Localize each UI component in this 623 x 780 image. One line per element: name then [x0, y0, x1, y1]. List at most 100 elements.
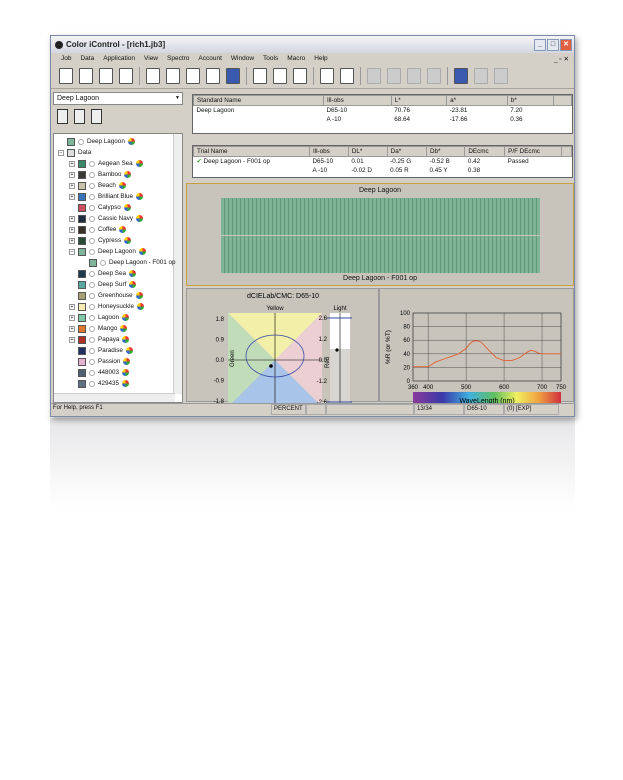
column-header[interactable]: b* [506, 95, 555, 106]
menu-window[interactable]: Window [230, 55, 255, 62]
column-header[interactable]: Ill-obs [308, 146, 349, 157]
tree-item[interactable]: + Lagoon [69, 312, 130, 323]
tree-horizontal-scrollbar[interactable] [54, 393, 175, 402]
tree-item[interactable]: + Cassic Navy [69, 213, 143, 224]
tree-item[interactable]: + Papaya [69, 334, 130, 345]
mdi-controls[interactable]: _ ▫ ✕ [554, 55, 569, 63]
color-swatch [78, 291, 86, 300]
table-row[interactable]: Deep Lagoon D65-10 70.76 -23.81 7.20 [194, 106, 572, 115]
expand-icon[interactable]: + [69, 237, 75, 244]
d6-icon[interactable] [494, 68, 508, 84]
tree-item[interactable]: − Deep Lagoon [69, 246, 146, 257]
d4-icon[interactable] [427, 68, 441, 84]
select-icon[interactable] [166, 68, 180, 84]
d2-icon[interactable] [387, 68, 401, 84]
expand-icon[interactable]: + [69, 303, 75, 310]
toolbar-separator [246, 67, 247, 85]
measure-icon[interactable] [186, 68, 200, 84]
menu-view[interactable]: View [144, 55, 159, 62]
black-white-icon[interactable] [273, 68, 287, 84]
tree-item[interactable]: + Cypress [69, 235, 132, 246]
tree-item[interactable]: + Beach [69, 180, 126, 191]
cell: 70.76 [394, 106, 410, 114]
column-header[interactable]: DEcmc [464, 146, 506, 157]
expand-icon[interactable]: + [69, 226, 75, 233]
table-row[interactable]: ✔ Deep Lagoon - F001 op D65-10 0.01 -0.25 G… [194, 157, 572, 166]
expand-icon[interactable]: + [69, 160, 75, 167]
menu-account[interactable]: Account [198, 55, 222, 62]
transfer-icon[interactable] [91, 109, 102, 124]
column-header[interactable]: L* [390, 95, 448, 106]
trial-swatch [221, 236, 540, 273]
report-icon[interactable] [253, 68, 267, 84]
tree-item[interactable]: + Aegean Sea [69, 158, 143, 169]
d1-icon[interactable] [367, 68, 381, 84]
collapse-icon[interactable]: − [58, 149, 64, 156]
menu-data[interactable]: Data [80, 55, 95, 62]
expand-icon[interactable]: + [69, 182, 75, 189]
menu-spectro[interactable]: Spectro [167, 55, 190, 62]
gauge-icon[interactable] [320, 68, 334, 84]
menu-tools[interactable]: Tools [263, 55, 279, 62]
maximize-button[interactable]: □ [547, 38, 559, 51]
clipboard-icon[interactable] [57, 109, 68, 124]
tree-item-label: Aegean Sea [98, 160, 133, 167]
tree-item[interactable]: 429435 [69, 378, 130, 389]
tree-item[interactable]: + Mango [69, 323, 128, 334]
tree-item[interactable]: Greenhouse [69, 290, 143, 301]
columns-icon[interactable] [226, 68, 240, 84]
tree-item[interactable]: Deep Lagoon - F001 op [80, 257, 176, 268]
folder-icon[interactable] [119, 68, 133, 84]
expand-icon[interactable]: + [69, 193, 75, 200]
tree-item[interactable]: Calypso [69, 202, 131, 213]
d5-icon[interactable] [474, 68, 488, 84]
tree-item[interactable]: + Honeysuckle [69, 301, 145, 312]
column-header[interactable]: Db* [425, 146, 466, 157]
save-icon[interactable] [99, 68, 113, 84]
close-button[interactable]: ✕ [560, 38, 572, 51]
expand-icon[interactable]: + [69, 314, 75, 321]
black-white-2-icon[interactable] [293, 68, 307, 84]
tree-vertical-scrollbar[interactable] [173, 134, 182, 394]
status-icon [89, 160, 95, 167]
menu-macro[interactable]: Macro [287, 55, 306, 62]
doc-icon[interactable] [146, 68, 160, 84]
column-header[interactable]: Standard Name [193, 95, 324, 106]
open-icon[interactable] [79, 68, 93, 84]
tree-item[interactable]: Passion [69, 356, 131, 367]
tree-item[interactable]: − Data [58, 147, 91, 158]
expand-icon[interactable]: + [69, 171, 75, 178]
tree-item[interactable]: + Coffee [69, 224, 127, 235]
tree-item[interactable]: + Bamboo [69, 169, 132, 180]
menu-job[interactable]: Job [61, 55, 72, 62]
toolbar-separator [447, 67, 448, 85]
collapse-icon[interactable]: − [69, 248, 75, 255]
menu-application[interactable]: Application [103, 55, 136, 62]
standard-dropdown[interactable]: Deep Lagoon [53, 92, 183, 105]
table-row[interactable]: A -10 -0.02 D 0.05 R 0.45 Y 0.38 [194, 166, 572, 175]
split-icon[interactable] [454, 68, 468, 84]
tree-item[interactable]: 448003 [69, 367, 130, 378]
tree-item[interactable]: Paradise [69, 345, 133, 356]
tree-item[interactable]: + Brilliant Blue [69, 191, 143, 202]
expand-icon[interactable]: + [69, 336, 75, 343]
column-header[interactable]: P/F DEcmc [504, 146, 562, 157]
tree-item[interactable]: Deep Sea [69, 268, 137, 279]
new-icon[interactable] [59, 68, 73, 84]
tree-item[interactable]: Deep Surf [69, 279, 137, 290]
column-header[interactable]: Trial Name [193, 146, 310, 157]
menu-help[interactable]: Help [314, 55, 328, 62]
column-header[interactable]: Ill-obs [322, 95, 392, 106]
column-header[interactable]: DL* [347, 146, 388, 157]
filter-icon[interactable] [74, 109, 85, 124]
pour-icon[interactable] [206, 68, 220, 84]
scale-icon[interactable] [340, 68, 354, 84]
tree-item[interactable]: Deep Lagoon [58, 136, 135, 147]
column-header[interactable]: Da* [386, 146, 428, 157]
minimize-button[interactable]: _ [534, 38, 546, 51]
d3-icon[interactable] [407, 68, 421, 84]
column-header[interactable]: a* [446, 95, 508, 106]
expand-icon[interactable]: + [69, 215, 75, 222]
expand-icon[interactable]: + [69, 325, 75, 332]
table-row[interactable]: A -10 68.64 -17.66 0.36 [194, 115, 572, 124]
